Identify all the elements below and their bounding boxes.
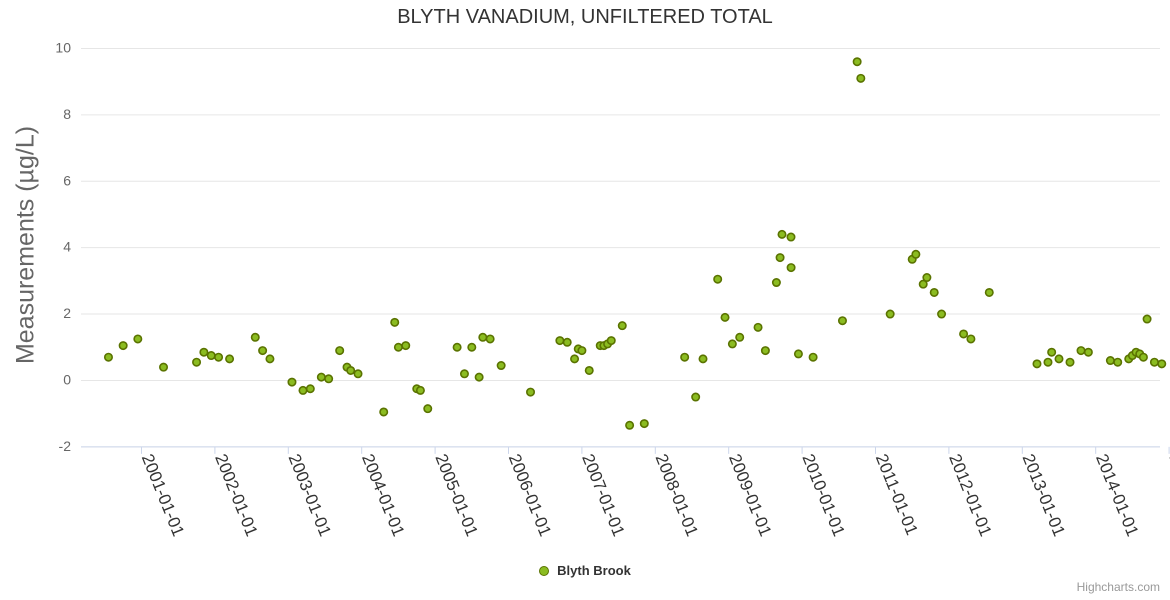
svg-text:2013-01-01: 2013-01-01 [1019, 451, 1069, 539]
svg-text:0: 0 [63, 371, 71, 387]
svg-text:6: 6 [63, 172, 71, 188]
svg-text:10: 10 [55, 39, 71, 55]
svg-text:4: 4 [63, 239, 71, 255]
svg-text:2014-01-01: 2014-01-01 [1092, 451, 1142, 539]
svg-text:-2: -2 [59, 438, 72, 454]
svg-text:2008-01-01: 2008-01-01 [652, 451, 702, 539]
svg-text:2006-01-01: 2006-01-01 [505, 451, 555, 539]
svg-text:2015-01-01: 2015-01-01 [1165, 451, 1170, 539]
svg-text:2007-01-01: 2007-01-01 [578, 451, 628, 539]
svg-text:2004-01-01: 2004-01-01 [358, 451, 408, 539]
svg-text:2012-01-01: 2012-01-01 [945, 451, 995, 539]
svg-text:2: 2 [63, 305, 71, 321]
svg-text:8: 8 [63, 106, 71, 122]
svg-text:2011-01-01: 2011-01-01 [872, 451, 922, 538]
svg-text:2009-01-01: 2009-01-01 [725, 451, 775, 539]
svg-text:2003-01-01: 2003-01-01 [285, 451, 335, 539]
svg-text:2002-01-01: 2002-01-01 [211, 451, 261, 539]
svg-text:2001-01-01: 2001-01-01 [138, 451, 188, 539]
svg-text:2010-01-01: 2010-01-01 [798, 451, 848, 539]
svg-text:2005-01-01: 2005-01-01 [431, 451, 481, 539]
